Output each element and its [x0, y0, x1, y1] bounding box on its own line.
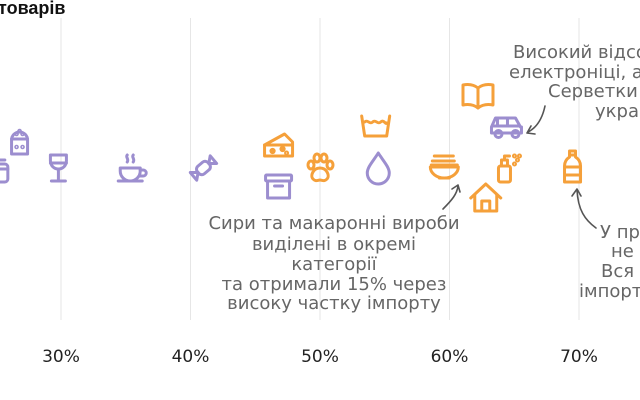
- x-axis: 30% 40% 50% 60% 70%: [42, 347, 598, 367]
- annotation-cheese-pasta: Сири та макаронні вироби виділені в окре…: [208, 184, 461, 314]
- annotation-arrow: [442, 184, 461, 210]
- annotation-line: не: [611, 241, 634, 262]
- annotation-line: електроніці, а: [509, 62, 640, 83]
- water-drop-icon: [365, 151, 391, 186]
- annotation-line: виділені в окремі: [252, 234, 416, 255]
- coffee-cup-icon: [116, 153, 148, 183]
- annotation-arrow: [571, 188, 597, 229]
- x-tick-label: 70%: [560, 347, 598, 367]
- annotation-line: категорії: [291, 254, 377, 275]
- annotation-line: Вся: [601, 261, 634, 282]
- annotation-import: У пр не Вся імпорт: [571, 188, 640, 302]
- annotation-arrow: [526, 105, 546, 135]
- annotation-electronics: Високий відсо електроніці, а Серветки ук…: [509, 42, 640, 135]
- x-tick-label: 60%: [431, 347, 469, 367]
- wine-glass-icon: [48, 153, 68, 183]
- cheese-icon: [263, 132, 295, 158]
- x-tick-label: 40%: [172, 347, 210, 367]
- car-icon: [489, 116, 523, 139]
- annotation-line: Високий відсо: [513, 42, 640, 63]
- paw-icon: [306, 152, 335, 183]
- data-points: [0, 82, 583, 213]
- x-tick-label: 50%: [301, 347, 339, 367]
- house-icon: [469, 182, 503, 213]
- annotation-line: укра: [595, 101, 639, 122]
- annotation-line: У пр: [600, 222, 640, 243]
- food-jar-icon: [0, 158, 10, 184]
- x-tick-label: 30%: [42, 347, 80, 367]
- candy-icon: [188, 154, 219, 182]
- annotation-line: імпорт: [579, 281, 640, 302]
- annotation-line: Сири та макаронні вироби: [208, 213, 459, 234]
- oil-bottle-icon: [563, 149, 583, 184]
- laundry-basin-icon: [360, 114, 392, 138]
- open-book-icon: [461, 82, 495, 110]
- storage-box-icon: [264, 173, 294, 200]
- chart-title: товарів: [0, 0, 65, 18]
- noodle-bowl-icon: [428, 154, 460, 180]
- annotation-line: Серветки: [548, 81, 638, 102]
- spray-bottle-icon: [496, 153, 522, 184]
- salt-shaker-icon: [10, 128, 30, 156]
- annotation-line: високу частку імпорту: [227, 293, 441, 314]
- annotation-line: та отримали 15% через: [222, 274, 447, 295]
